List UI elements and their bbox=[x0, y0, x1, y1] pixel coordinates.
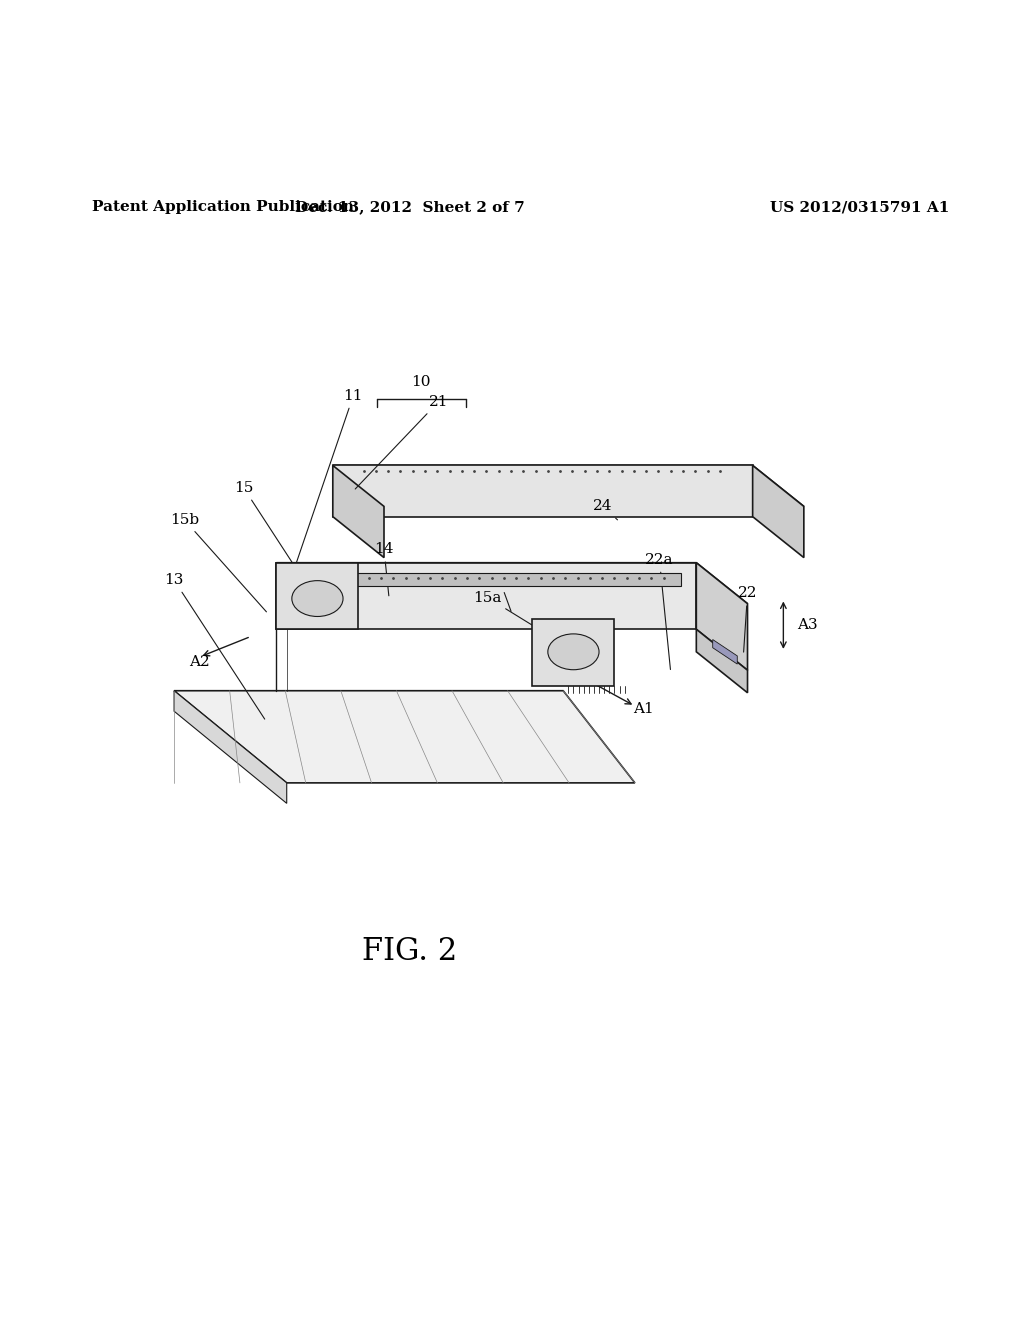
Text: FIG. 2: FIG. 2 bbox=[361, 936, 458, 968]
Text: A1: A1 bbox=[633, 702, 653, 717]
Text: 15a: 15a bbox=[473, 590, 573, 651]
Text: 21: 21 bbox=[355, 395, 449, 488]
Polygon shape bbox=[174, 690, 635, 783]
Text: 15b: 15b bbox=[170, 512, 266, 612]
Ellipse shape bbox=[292, 581, 343, 616]
Text: A3: A3 bbox=[797, 618, 817, 632]
Polygon shape bbox=[696, 630, 748, 693]
Polygon shape bbox=[532, 619, 614, 685]
Text: 22a: 22a bbox=[645, 553, 674, 669]
Polygon shape bbox=[276, 562, 696, 630]
Text: 13: 13 bbox=[165, 573, 265, 719]
Text: 11: 11 bbox=[293, 389, 364, 573]
Polygon shape bbox=[696, 562, 748, 671]
Polygon shape bbox=[292, 573, 681, 586]
Text: Dec. 13, 2012  Sheet 2 of 7: Dec. 13, 2012 Sheet 2 of 7 bbox=[295, 201, 524, 214]
Polygon shape bbox=[276, 562, 358, 630]
Text: 10: 10 bbox=[411, 375, 431, 388]
Text: 24: 24 bbox=[593, 499, 617, 520]
Ellipse shape bbox=[548, 634, 599, 669]
Polygon shape bbox=[333, 466, 753, 516]
Text: 22: 22 bbox=[737, 586, 758, 652]
Polygon shape bbox=[174, 690, 287, 804]
Polygon shape bbox=[713, 639, 737, 664]
Text: Patent Application Publication: Patent Application Publication bbox=[92, 201, 354, 214]
Text: 15: 15 bbox=[234, 480, 311, 591]
Text: 11a: 11a bbox=[485, 573, 514, 611]
Text: A2: A2 bbox=[189, 655, 210, 669]
Polygon shape bbox=[753, 466, 804, 557]
Polygon shape bbox=[333, 466, 804, 507]
Text: 14: 14 bbox=[374, 543, 394, 595]
Polygon shape bbox=[276, 562, 748, 603]
Polygon shape bbox=[333, 466, 384, 557]
Text: US 2012/0315791 A1: US 2012/0315791 A1 bbox=[770, 201, 950, 214]
